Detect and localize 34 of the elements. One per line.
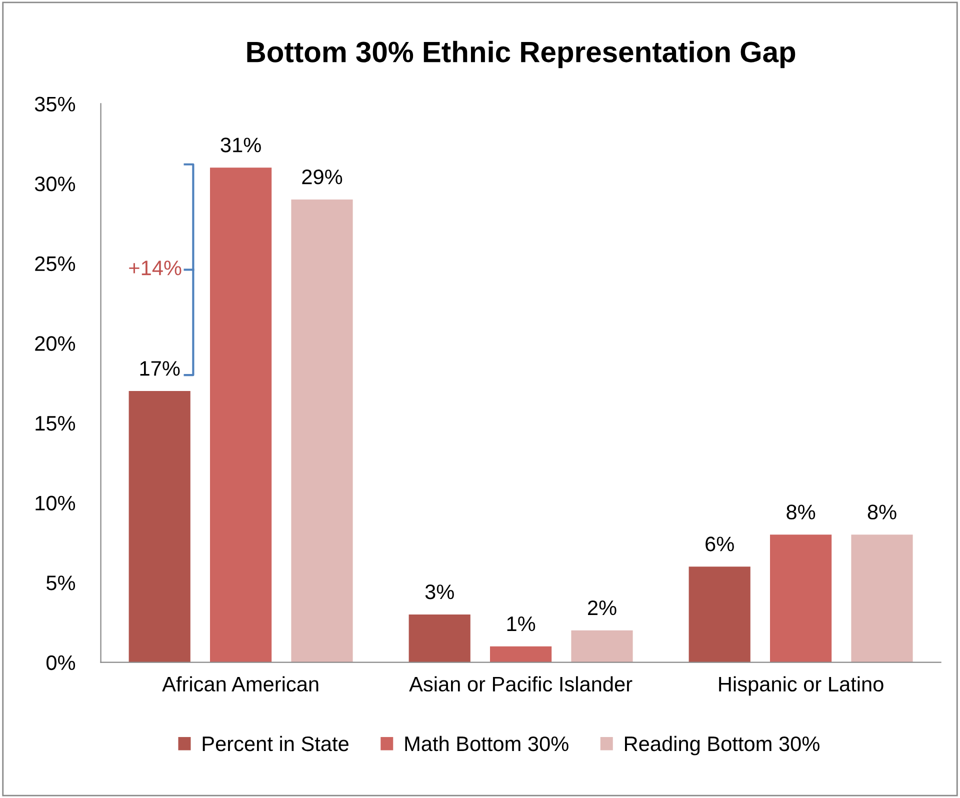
bar — [291, 200, 353, 662]
y-tick-label: 10% — [36, 496, 76, 510]
data-label: 17% — [140, 361, 180, 376]
data-label: 1% — [507, 616, 536, 632]
bar — [571, 630, 633, 662]
bar — [210, 168, 272, 662]
legend-label: Math Bottom 30% — [405, 736, 568, 752]
y-tick-label: 5% — [46, 576, 76, 590]
data-label: 29% — [302, 170, 342, 184]
annotation: +14% — [129, 260, 182, 276]
y-tick-label: 35% — [34, 96, 76, 112]
x-tick-label: Asian or Pacific Islander — [409, 676, 632, 692]
y-tick-label: 15% — [36, 416, 76, 431]
data-label: 8% — [786, 504, 816, 520]
x-tick-label: African American — [162, 676, 318, 692]
legend-label: Reading Bottom 30% — [625, 736, 820, 756]
y-tick-label: 0% — [46, 655, 76, 670]
data-label: 8% — [868, 504, 896, 520]
legend-label: Percent in State — [202, 736, 348, 752]
data-label: 2% — [588, 600, 616, 616]
data-label: 3% — [425, 584, 454, 600]
data-label: 31% — [220, 138, 261, 152]
bar — [770, 534, 832, 662]
bar — [408, 614, 470, 662]
bar — [688, 566, 750, 662]
bar — [490, 646, 552, 662]
y-tick-label: 30% — [34, 176, 76, 192]
bar — [851, 534, 913, 662]
chart-title: Bottom 30% Ethnic Representation Gap — [247, 40, 796, 68]
y-tick-label: 25% — [35, 256, 76, 272]
data-label: 6% — [706, 536, 734, 552]
x-tick-label: Hispanic or Latino — [719, 676, 884, 696]
y-tick-label: 20% — [35, 336, 76, 351]
bar — [128, 391, 190, 662]
